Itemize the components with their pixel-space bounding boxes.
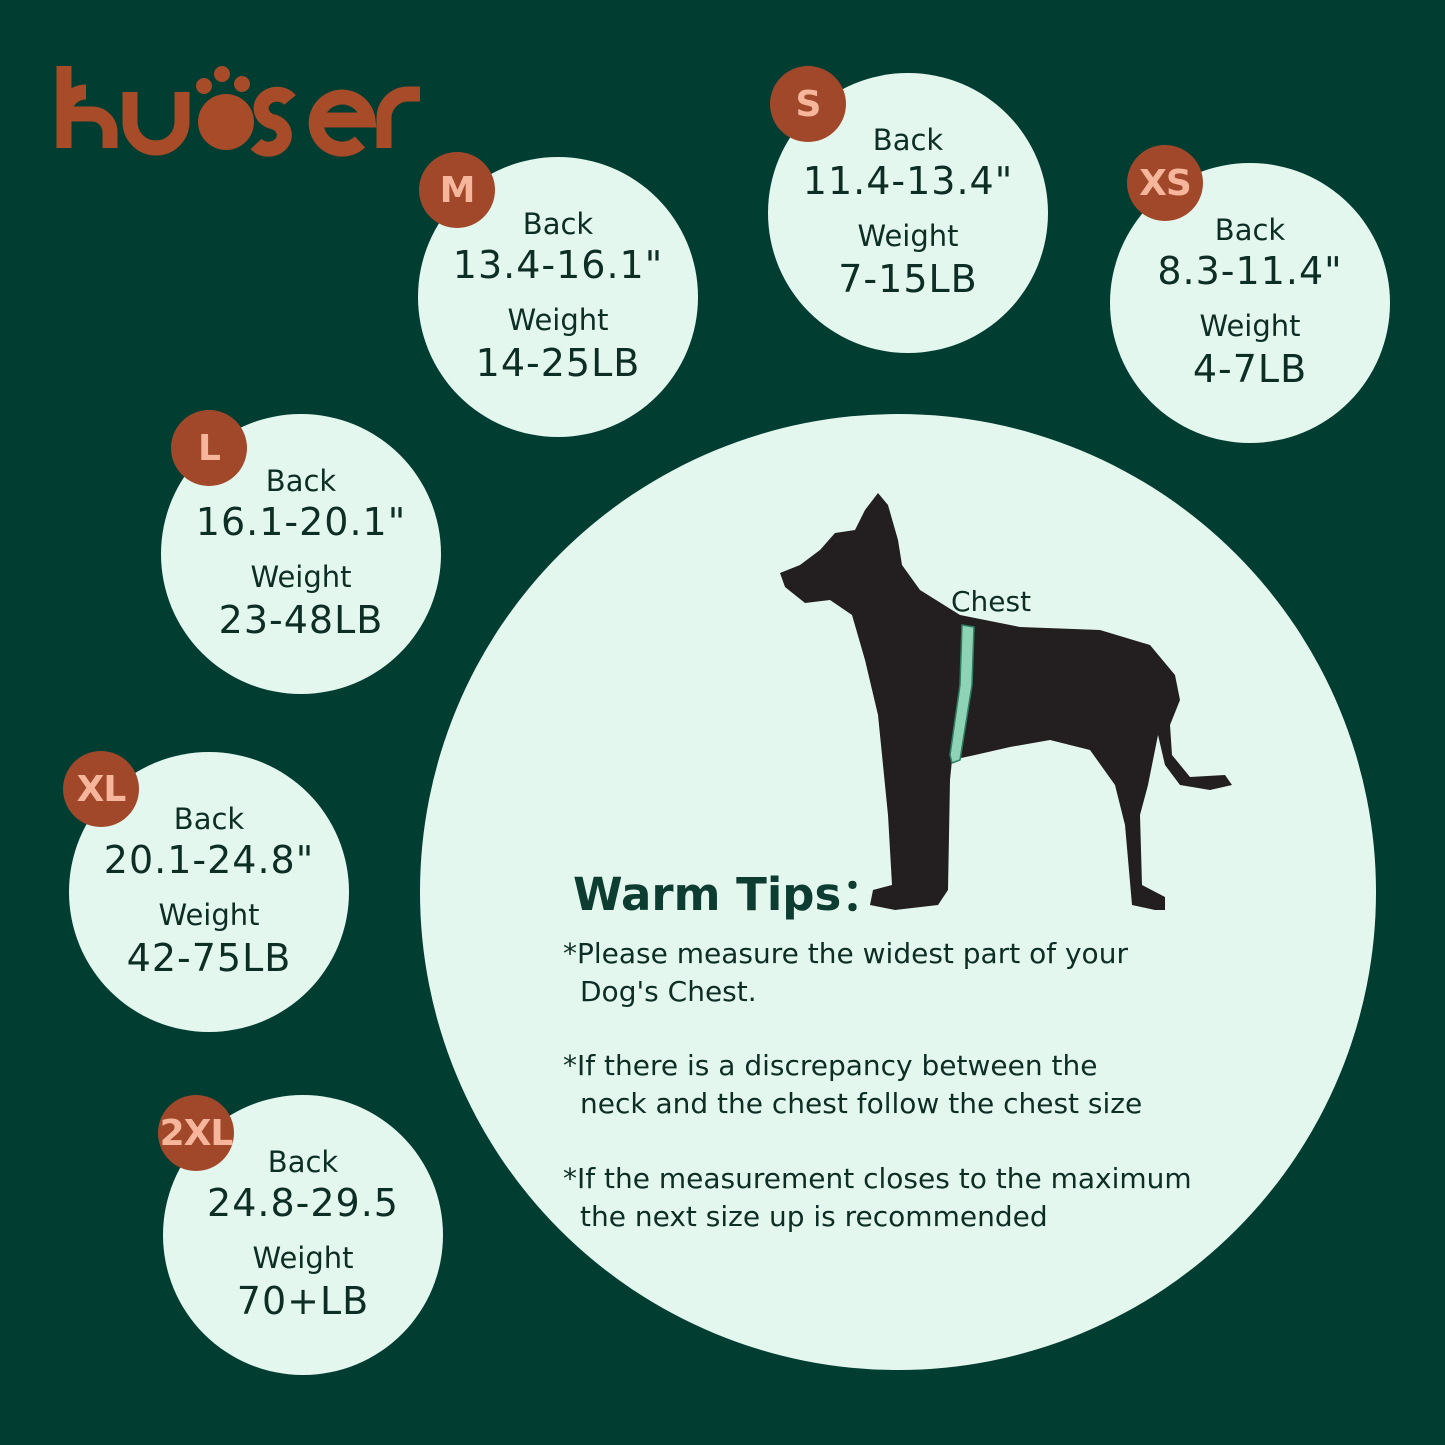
weight-range: 42-75LB <box>126 936 292 980</box>
back-label: Back <box>265 464 337 498</box>
brand-logo: kuoser <box>52 52 439 157</box>
tip-item: *Please measure the widest part of your … <box>563 935 1128 1011</box>
size-badge-xs: XS <box>1127 145 1203 221</box>
chest-label: Chest <box>951 585 1032 618</box>
tip-item: *If the measurement closes to the maximu… <box>563 1160 1192 1236</box>
size-badge-2xl: 2XL <box>158 1095 234 1171</box>
weight-label: Weight <box>857 219 959 253</box>
back-range: 16.1-20.1" <box>195 500 407 544</box>
weight-label: Weight <box>252 1241 354 1275</box>
back-label: Back <box>267 1145 339 1179</box>
size-badge-m: M <box>419 152 495 228</box>
tip-line: neck and the chest follow the chest size <box>580 1087 1143 1120</box>
tip-line: the next size up is recommended <box>580 1200 1048 1233</box>
size-badge-l: L <box>171 410 247 486</box>
measuring-tape-icon <box>949 624 975 764</box>
weight-range: 7-15LB <box>838 257 978 301</box>
back-label: Back <box>872 123 944 157</box>
tip-line: Dog's Chest. <box>580 975 757 1008</box>
weight-range: 23-48LB <box>218 598 384 642</box>
back-range: 20.1-24.8" <box>103 838 315 882</box>
back-range: 11.4-13.4" <box>802 159 1014 203</box>
weight-label: Weight <box>507 303 609 337</box>
weight-range: 4-7LB <box>1192 347 1308 391</box>
size-badge-s: S <box>770 66 846 142</box>
back-label: Back <box>1214 213 1286 247</box>
tip-line: *If the measurement closes to the maximu… <box>563 1162 1192 1195</box>
tip-item: *If there is a discrepancy between the n… <box>563 1047 1142 1123</box>
weight-label: Weight <box>250 560 352 594</box>
back-label: Back <box>173 802 245 836</box>
back-range: 8.3-11.4" <box>1157 249 1343 293</box>
weight-range: 14-25LB <box>475 341 641 385</box>
weight-label: Weight <box>158 898 260 932</box>
tip-line: *Please measure the widest part of your <box>563 937 1128 970</box>
size-badge-xl: XL <box>63 751 139 827</box>
back-range: 13.4-16.1" <box>452 243 664 287</box>
back-range: 24.8-29.5 <box>207 1181 399 1225</box>
back-label: Back <box>522 207 594 241</box>
size-card-s: Back 11.4-13.4" Weight 7-15LB <box>768 73 1048 353</box>
dog-silhouette-icon <box>780 493 1232 910</box>
tips-title: Warm Tips： <box>573 868 887 921</box>
tip-line: *If there is a discrepancy between the <box>563 1049 1098 1082</box>
weight-range: 70+LB <box>236 1279 370 1323</box>
weight-label: Weight <box>1199 309 1301 343</box>
logo-graphic <box>56 66 420 157</box>
size-card-m: Back 13.4-16.1" Weight 14-25LB <box>418 157 698 437</box>
